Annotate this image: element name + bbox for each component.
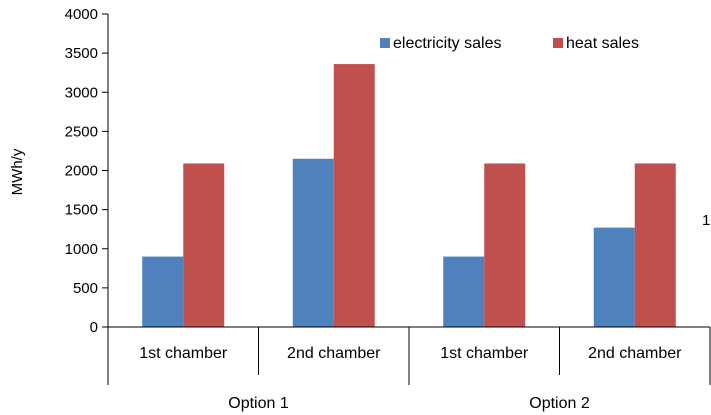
y-axis-ticks: 0 500 1000 1500 2000 2500 3000 3500 4000 bbox=[65, 6, 108, 336]
x-axis-categories: 1st chamber 2nd chamber 1st chamber 2nd cha… bbox=[107, 327, 711, 412]
stray-label: 1 bbox=[702, 212, 711, 229]
legend-label-0: electricity sales bbox=[393, 35, 501, 52]
x-category-label-1: 2nd chamber bbox=[287, 345, 381, 362]
y-tick-label-3: 1500 bbox=[65, 202, 98, 219]
bar-electricity-sales-1 bbox=[292, 158, 334, 327]
bar-heat-sales-3 bbox=[634, 163, 676, 327]
y-tick-label-8: 4000 bbox=[65, 6, 98, 23]
bar-electricity-sales-2 bbox=[443, 256, 485, 327]
x-category-label-0: 1st chamber bbox=[139, 345, 228, 362]
bar-heat-sales-0 bbox=[183, 163, 225, 327]
bars bbox=[142, 64, 676, 327]
legend: electricity sales heat sales bbox=[380, 35, 639, 52]
y-tick-label-1: 500 bbox=[73, 280, 98, 297]
bar-electricity-sales-0 bbox=[142, 256, 184, 327]
bar-heat-sales-2 bbox=[484, 163, 526, 327]
y-tick-label-0: 0 bbox=[90, 319, 98, 336]
y-tick-label-5: 2500 bbox=[65, 123, 98, 140]
legend-swatch-1 bbox=[553, 38, 563, 48]
x-group-label-1: Option 2 bbox=[529, 395, 590, 412]
y-axis-title: MWh/y bbox=[9, 148, 26, 195]
legend-swatch-0 bbox=[380, 38, 390, 48]
bar-electricity-sales-3 bbox=[593, 227, 635, 327]
legend-label-1: heat sales bbox=[566, 35, 639, 52]
y-tick-label-2: 1000 bbox=[65, 241, 98, 258]
y-tick-label-6: 3000 bbox=[65, 84, 98, 101]
x-group-label-0: Option 1 bbox=[228, 395, 289, 412]
bar-heat-sales-1 bbox=[333, 64, 375, 327]
x-category-label-2: 1st chamber bbox=[440, 345, 529, 362]
y-tick-label-4: 2000 bbox=[65, 163, 98, 180]
y-tick-label-7: 3500 bbox=[65, 45, 98, 62]
x-category-label-3: 2nd chamber bbox=[588, 345, 682, 362]
